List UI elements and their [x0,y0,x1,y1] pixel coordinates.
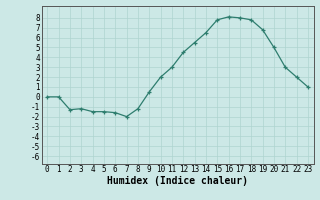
X-axis label: Humidex (Indice chaleur): Humidex (Indice chaleur) [107,176,248,186]
